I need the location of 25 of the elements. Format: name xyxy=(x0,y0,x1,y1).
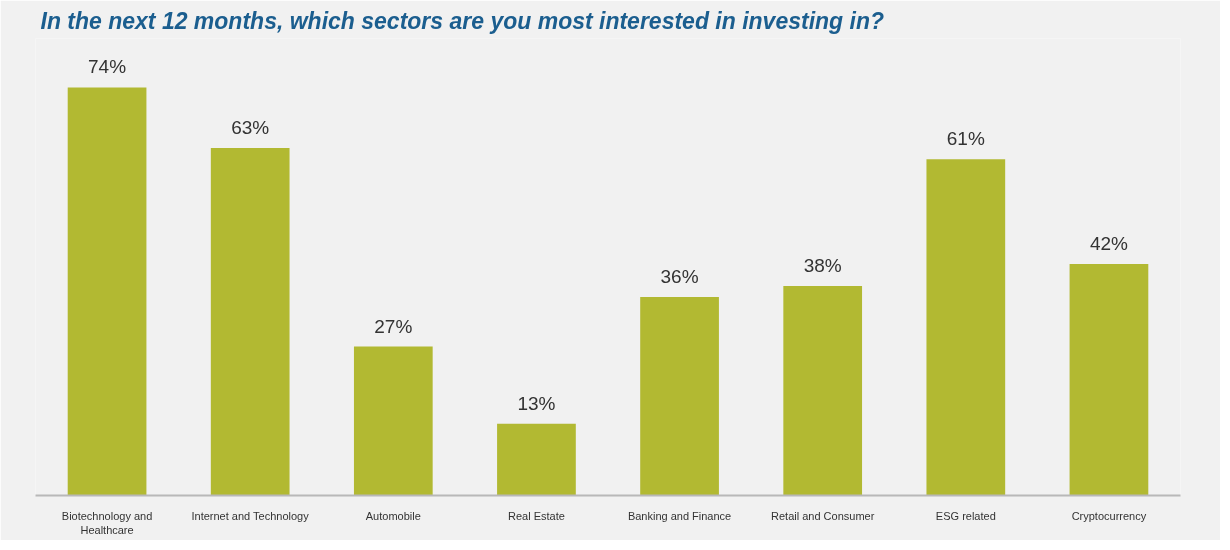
data-label: 38% xyxy=(803,254,842,276)
x-tick-label: Banking and Finance xyxy=(627,509,732,522)
x-tick-label: Internet and Technology xyxy=(191,509,310,522)
bar xyxy=(67,87,147,496)
bar xyxy=(497,423,576,496)
x-tick-label: Cryptocurrency xyxy=(1071,509,1147,522)
x-tick-label: Real Estate xyxy=(508,509,565,522)
data-label: 74% xyxy=(88,56,127,78)
data-label: 13% xyxy=(517,392,556,414)
data-label: 36% xyxy=(660,266,699,287)
x-tick-label: Retail and Consumer xyxy=(771,509,875,522)
bar xyxy=(926,159,1006,496)
x-tick-label: Biotechnology and Healthcare xyxy=(61,509,153,536)
x-tick-label: ESG related xyxy=(935,509,996,522)
data-label: 61% xyxy=(946,128,985,150)
data-label: 63% xyxy=(231,117,270,139)
bar xyxy=(210,148,290,496)
bar xyxy=(353,346,433,496)
bar xyxy=(1069,263,1149,496)
x-tick-label: Automobile xyxy=(365,509,421,522)
bar xyxy=(640,297,719,496)
chart-title: In the next 12 months, which sectors are you most interested in investing in? xyxy=(40,7,885,34)
bar xyxy=(783,285,863,496)
data-label: 42% xyxy=(1089,232,1129,254)
data-label: 27% xyxy=(374,315,413,337)
